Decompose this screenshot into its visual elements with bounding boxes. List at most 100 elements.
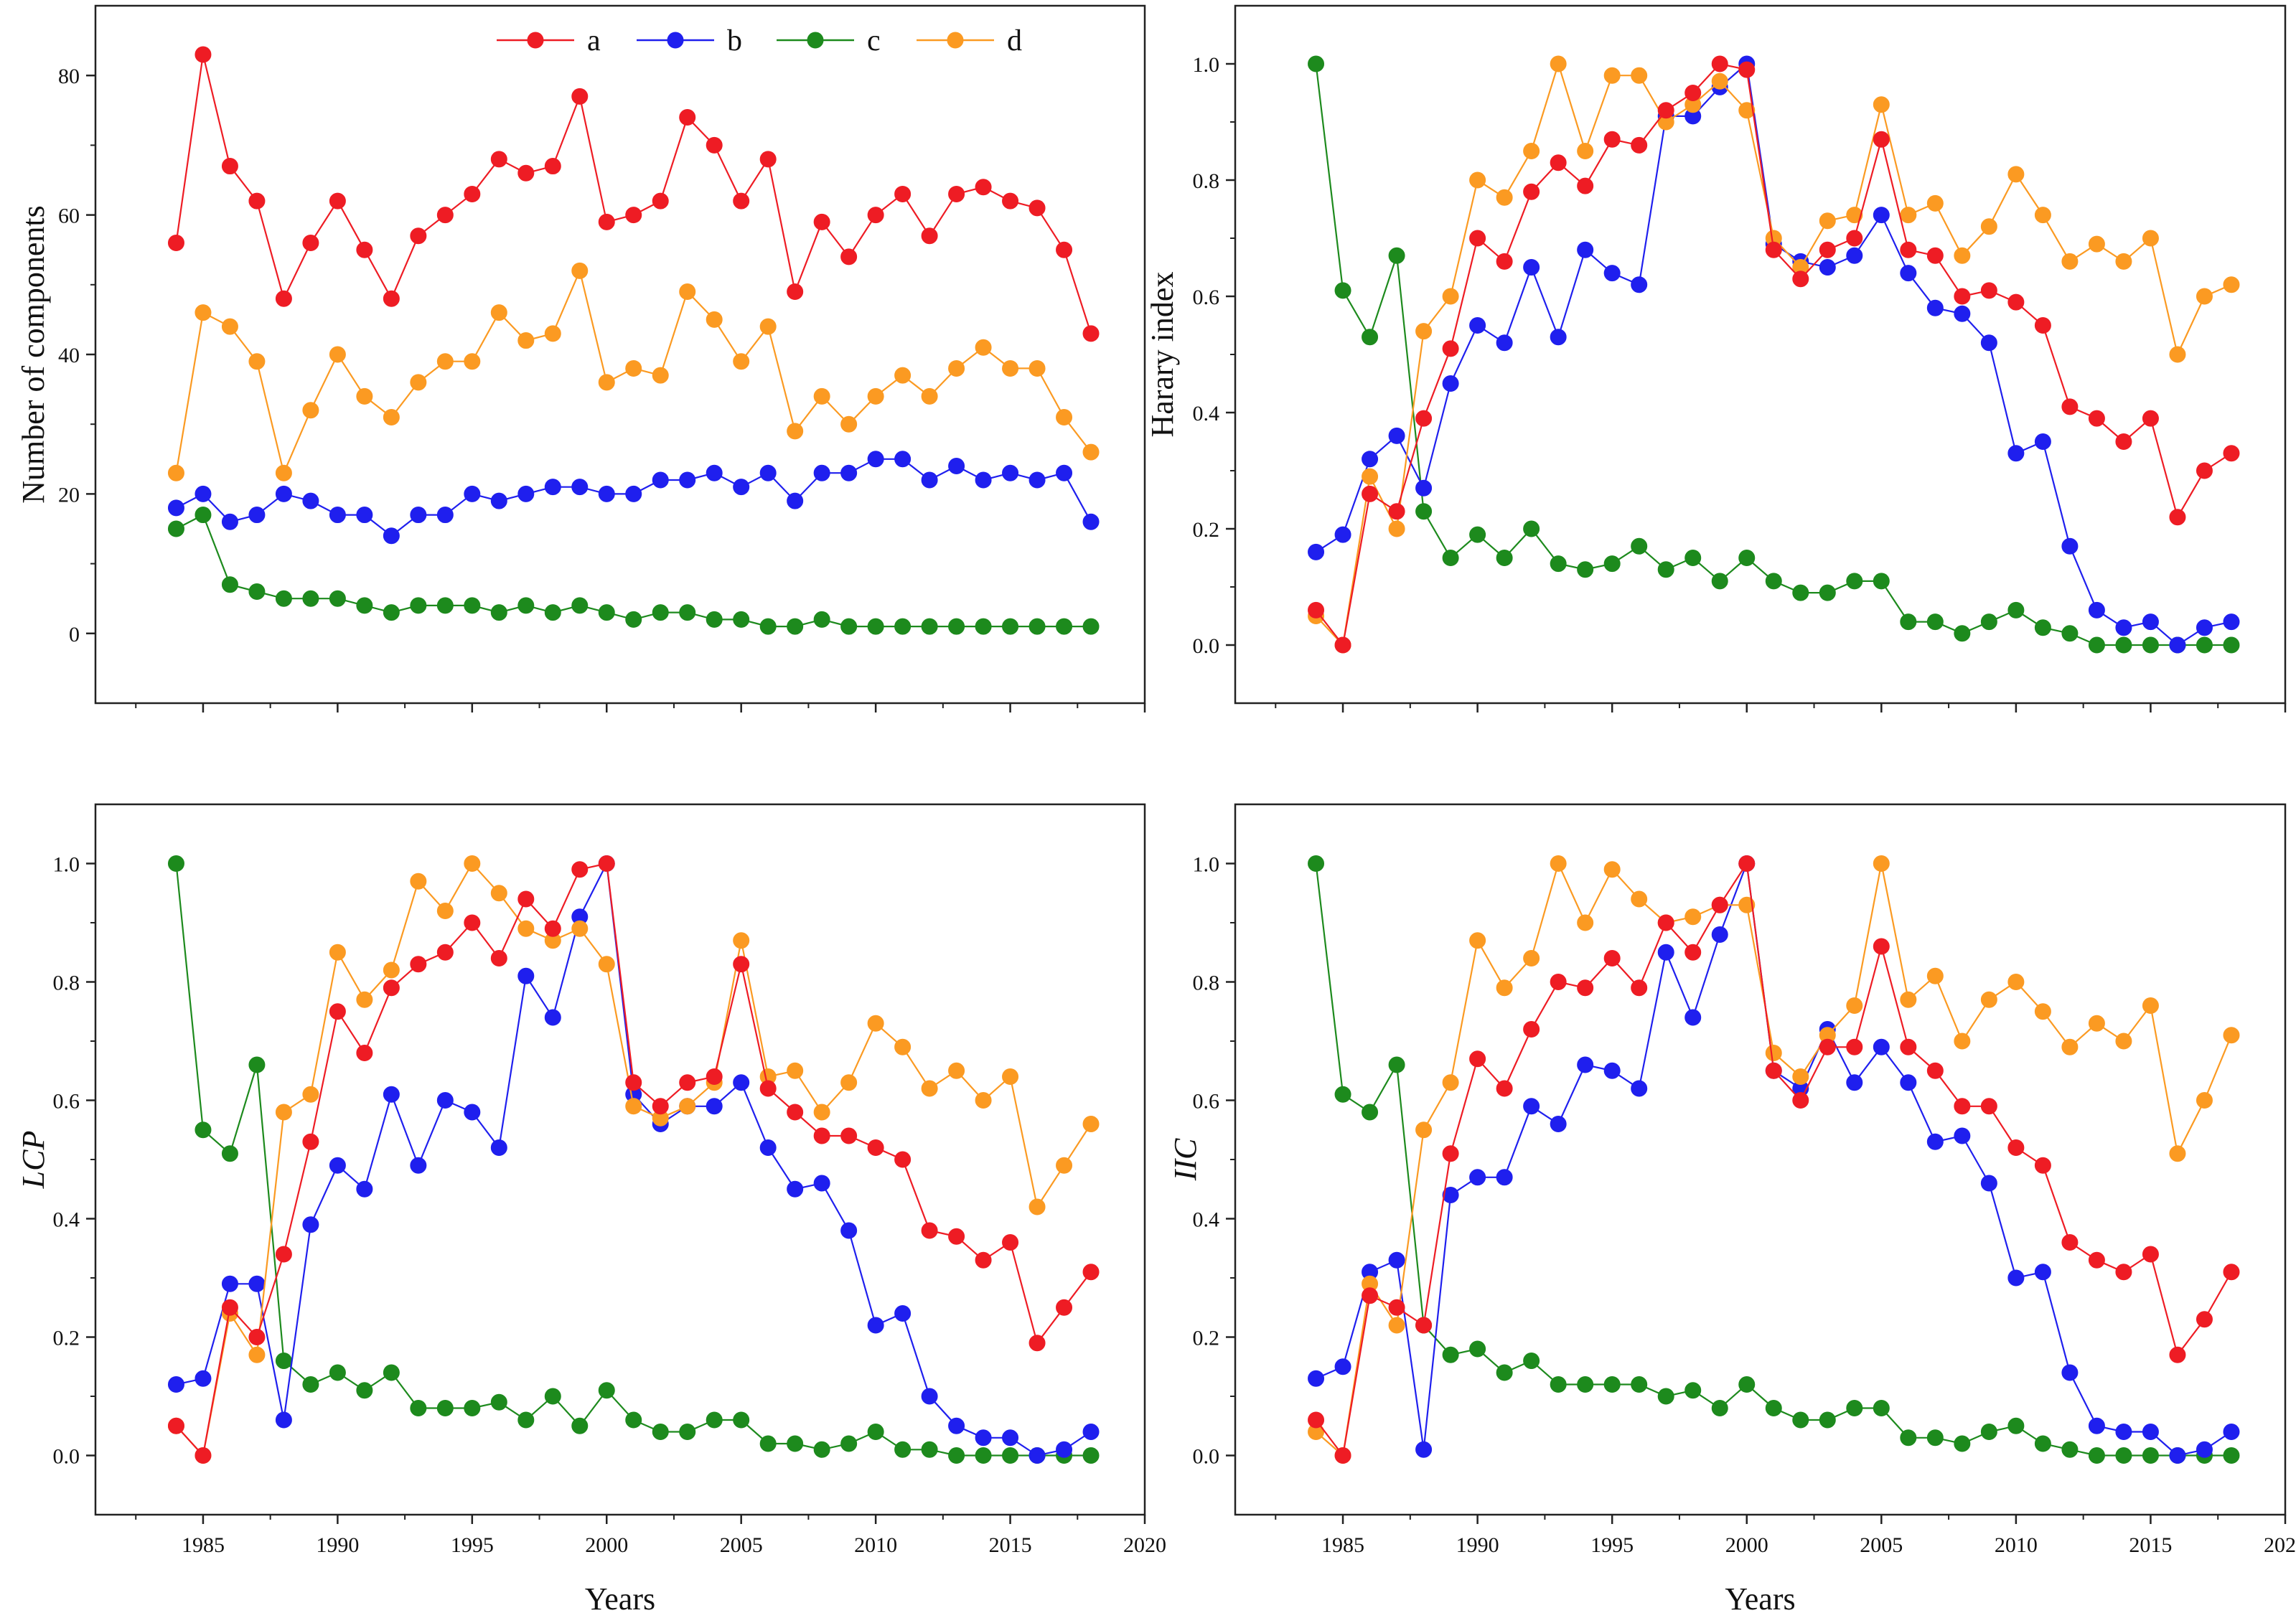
data-point-c bbox=[2223, 1447, 2240, 1464]
data-point-b bbox=[813, 1175, 830, 1192]
data-point-a bbox=[1873, 131, 1890, 148]
data-point-d bbox=[2142, 997, 2159, 1014]
data-point-d bbox=[1684, 908, 1702, 926]
data-point-c bbox=[2007, 1417, 2025, 1434]
data-point-a bbox=[221, 158, 238, 175]
data-point-c bbox=[383, 604, 400, 621]
data-point-a bbox=[867, 207, 884, 224]
data-point-c bbox=[1056, 618, 1073, 635]
data-point-b bbox=[787, 492, 804, 509]
data-point-d bbox=[1002, 359, 1019, 377]
data-point-d bbox=[410, 873, 427, 890]
data-point-c bbox=[2034, 619, 2051, 636]
chart-panel-1: 0 20 40 60 80 Number of components a b c d bbox=[16, 4, 1146, 712]
data-point-a bbox=[1523, 183, 1540, 200]
data-point-d bbox=[867, 1015, 884, 1032]
data-point-a bbox=[490, 151, 507, 168]
data-point-d bbox=[1002, 1068, 1019, 1085]
data-point-b bbox=[464, 485, 481, 502]
data-point-d bbox=[1388, 1317, 1405, 1334]
data-point-c bbox=[1362, 1104, 1379, 1121]
data-point-b bbox=[1684, 1009, 1702, 1026]
data-point-c bbox=[329, 590, 346, 607]
data-point-c bbox=[706, 1411, 723, 1429]
data-point-d bbox=[2196, 288, 2213, 305]
data-point-c bbox=[1711, 573, 1728, 590]
chart-panel-2: 0.0 0.2 0.4 0.6 0.8 1.0 Harary index bbox=[1145, 4, 2287, 712]
data-point-b bbox=[1873, 1038, 1890, 1055]
data-point-a bbox=[1028, 199, 1046, 217]
data-point-d bbox=[2223, 1027, 2240, 1044]
data-point-b bbox=[167, 1376, 184, 1393]
data-point-d bbox=[759, 318, 777, 335]
data-point-d bbox=[2061, 1038, 2079, 1055]
data-point-a bbox=[1603, 950, 1621, 966]
data-point-d bbox=[1056, 1157, 1073, 1174]
data-point-a bbox=[1028, 1335, 1046, 1352]
data-point-d bbox=[1873, 855, 1890, 872]
data-point-b bbox=[2007, 1269, 2025, 1287]
data-point-c bbox=[1002, 618, 1019, 635]
data-point-b bbox=[975, 471, 992, 489]
data-point-b bbox=[1469, 1169, 1486, 1186]
data-point-a bbox=[759, 151, 777, 168]
data-point-c bbox=[1415, 503, 1433, 520]
data-point-a bbox=[1657, 102, 1674, 119]
data-point-a bbox=[1308, 601, 1325, 618]
data-point-a bbox=[598, 855, 615, 872]
data-point-c bbox=[464, 1400, 481, 1416]
data-point-d bbox=[167, 464, 184, 481]
data-point-c bbox=[2034, 1435, 2051, 1452]
data-point-a bbox=[248, 192, 266, 210]
data-point-d bbox=[2061, 253, 2079, 270]
legend-label-b: b bbox=[727, 24, 742, 57]
data-point-a bbox=[302, 1133, 319, 1150]
data-point-c bbox=[248, 583, 266, 600]
data-point-b bbox=[167, 499, 184, 517]
data-point-b bbox=[2034, 433, 2051, 450]
data-point-a bbox=[652, 1098, 669, 1115]
data-point-c bbox=[302, 1376, 319, 1393]
data-point-d bbox=[275, 464, 292, 481]
y-tick-label: 1.0 bbox=[1193, 53, 1220, 77]
data-point-a bbox=[2169, 1346, 2186, 1363]
chart-panel-3: 0.0 0.2 0.4 0.6 0.8 1.0 1985 1990 1995 2000 2005 20… bbox=[16, 803, 1166, 1617]
data-point-a bbox=[2088, 1251, 2105, 1269]
data-point-a bbox=[2007, 1139, 2025, 1156]
data-point-a bbox=[2061, 1234, 2079, 1251]
data-point-c bbox=[544, 1388, 561, 1405]
data-point-c bbox=[1926, 613, 1944, 631]
data-point-a bbox=[840, 248, 858, 265]
data-point-c bbox=[1873, 573, 1890, 590]
data-point-b bbox=[1469, 317, 1486, 334]
series-line-d bbox=[175, 862, 1092, 1457]
data-point-d bbox=[1846, 207, 1863, 224]
data-point-c bbox=[1082, 1447, 1100, 1464]
data-point-c bbox=[1442, 1346, 1459, 1363]
data-point-c bbox=[329, 1364, 346, 1381]
data-point-a bbox=[464, 914, 481, 931]
data-point-a bbox=[1388, 503, 1405, 520]
data-point-a bbox=[544, 158, 561, 175]
data-point-c bbox=[1603, 1376, 1621, 1393]
data-point-d bbox=[1954, 247, 1971, 264]
series-line-a bbox=[175, 862, 1092, 1457]
data-point-b bbox=[1523, 1098, 1540, 1115]
data-point-c bbox=[464, 597, 481, 614]
data-point-c bbox=[2196, 636, 2213, 654]
data-point-d bbox=[1792, 1068, 1809, 1085]
data-point-d bbox=[894, 1038, 912, 1055]
data-point-c bbox=[2142, 1447, 2159, 1464]
data-point-c bbox=[1577, 561, 1594, 578]
data-point-c bbox=[275, 590, 292, 607]
data-point-d bbox=[410, 374, 427, 391]
data-point-a bbox=[948, 1228, 965, 1245]
data-point-b bbox=[1388, 1251, 1405, 1269]
data-point-b bbox=[436, 1092, 454, 1109]
y-tick-label: 0.4 bbox=[53, 1208, 80, 1232]
x-tick-label: 2010 bbox=[1995, 1533, 2038, 1557]
x-tick-label: 2010 bbox=[854, 1533, 897, 1557]
data-point-b bbox=[706, 1098, 723, 1115]
data-point-d bbox=[1469, 932, 1486, 949]
plot-frame bbox=[1234, 4, 2287, 705]
